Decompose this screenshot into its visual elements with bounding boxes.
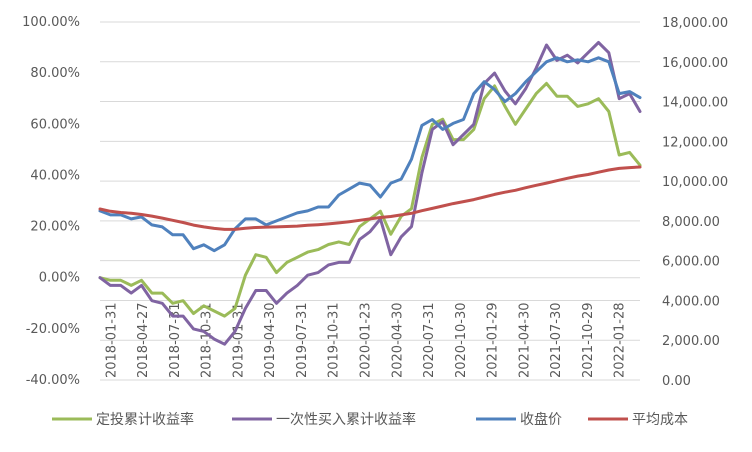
right-y-axis: 18,000.00 16,000.00 14,000.00 12,000.00 10,0…	[662, 16, 728, 389]
left-tick-label: -40.00%	[26, 373, 80, 388]
x-tick-label: 2021-10-29	[581, 302, 596, 378]
legend-label: 定投累计收益率	[96, 411, 194, 428]
legend: 定投累计收益率 一次性买入累计收益率 收盘价 平均成本	[52, 411, 688, 428]
left-tick-label: 100.00%	[22, 15, 80, 30]
right-tick-label: 8,000.00	[662, 215, 720, 230]
left-tick-label: 0.00%	[39, 271, 80, 286]
gridlines	[100, 21, 640, 381]
x-tick-label: 2022-01-28	[613, 302, 628, 378]
x-tick-label: 2018-10-31	[200, 302, 215, 378]
x-tick-label: 2018-01-31	[104, 302, 119, 378]
right-tick-label: 6,000.00	[662, 255, 720, 270]
left-tick-label: -20.00%	[26, 322, 80, 337]
x-tick-label: 2019-07-31	[295, 302, 310, 378]
right-tick-label: 12,000.00	[662, 135, 728, 150]
x-tick-label: 2019-01-31	[231, 302, 246, 378]
x-tick-label: 2020-10-30	[454, 302, 469, 378]
x-tick-label: 2020-07-31	[422, 302, 437, 378]
x-tick-label: 2018-07-31	[168, 302, 183, 378]
right-tick-label: 4,000.00	[662, 294, 720, 309]
x-tick-label: 2019-10-31	[327, 302, 342, 378]
right-tick-label: 0.00	[662, 374, 691, 389]
legend-label: 收盘价	[520, 411, 562, 428]
left-tick-label: 20.00%	[30, 220, 80, 235]
series-lines	[98, 41, 642, 346]
left-y-axis: 100.00% 80.00% 60.00% 40.00% 20.00% 0.00% -20.…	[22, 15, 80, 388]
series-line-2	[98, 56, 642, 253]
left-tick-label: 40.00%	[30, 168, 80, 183]
x-tick-label: 2019-04-30	[263, 302, 278, 378]
right-tick-label: 18,000.00	[662, 16, 728, 31]
legend-label: 平均成本	[632, 412, 688, 428]
right-tick-label: 2,000.00	[662, 334, 720, 349]
left-tick-label: 60.00%	[30, 117, 80, 132]
x-tick-label: 2021-04-30	[517, 302, 532, 378]
series-line-1	[98, 41, 642, 346]
left-tick-label: 80.00%	[30, 66, 80, 81]
x-tick-label: 2021-01-29	[486, 302, 501, 378]
x-tick-label: 2020-04-30	[390, 302, 405, 378]
legend-label: 一次性买入累计收益率	[276, 411, 416, 428]
x-tick-label: 2018-04-27	[136, 302, 151, 378]
right-tick-label: 14,000.00	[662, 96, 728, 111]
right-tick-label: 10,000.00	[662, 175, 728, 190]
x-tick-label: 2021-07-30	[549, 302, 564, 378]
x-tick-label: 2020-01-23	[359, 302, 374, 378]
series-line-3	[98, 165, 642, 231]
x-axis: 2018-01-31 2018-04-27 2018-07-31 2018-10-31…	[100, 277, 640, 378]
right-tick-label: 16,000.00	[662, 56, 728, 71]
